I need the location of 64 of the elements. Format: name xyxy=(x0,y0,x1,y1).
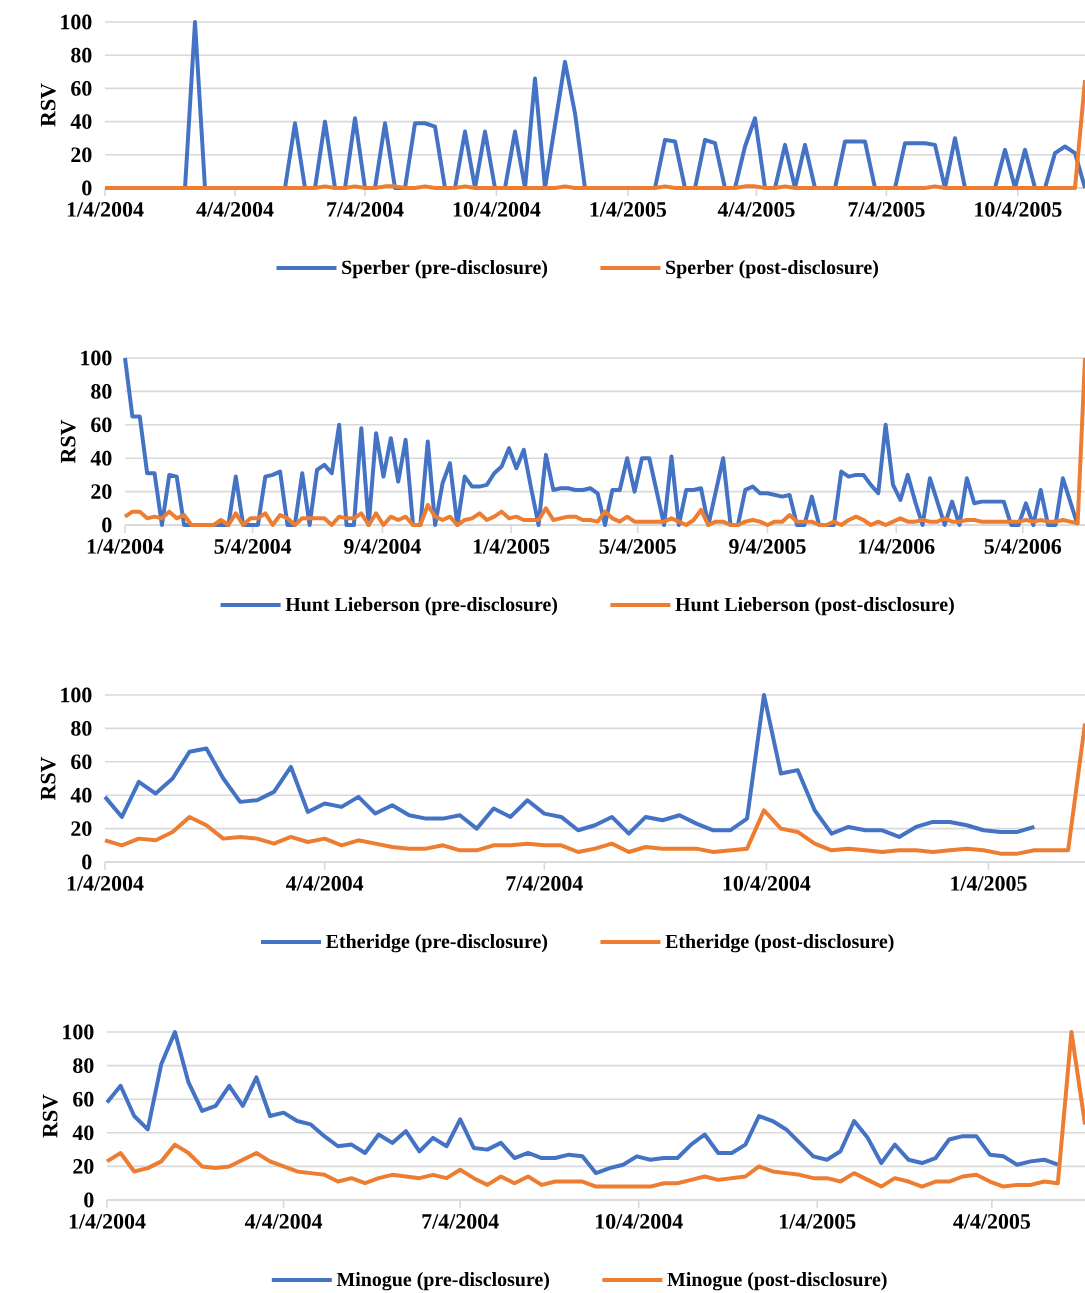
x-tick-label: 4/4/2004 xyxy=(285,876,364,891)
x-tick-label: 5/4/2004 xyxy=(214,539,292,554)
y-axis-title: RSV xyxy=(40,756,56,801)
y-tick-label: 80 xyxy=(91,384,112,399)
x-tick-label: 4/4/2004 xyxy=(196,202,274,217)
x-tick-label: 1/4/2004 xyxy=(69,1214,146,1229)
x-tick-label: 1/4/2005 xyxy=(473,539,550,554)
x-tick-label: 9/4/2005 xyxy=(729,539,806,554)
legend-label: Etheridge (pre-disclosure) xyxy=(326,934,548,953)
y-tick-label: 100 xyxy=(61,14,92,30)
y-tick-label: 0 xyxy=(102,517,112,533)
legend-label: Minogue (pre-disclosure) xyxy=(336,1272,550,1291)
y-tick-label: 100 xyxy=(81,350,112,366)
y-axis-title: RSV xyxy=(60,419,76,464)
y-tick-label: 40 xyxy=(90,450,112,466)
x-tick-label: 4/4/2005 xyxy=(953,1214,1031,1229)
legend-label: Hunt Lieberson (pre-disclosure) xyxy=(285,597,558,616)
y-tick-label: 20 xyxy=(91,484,112,499)
x-tick-label: 5/4/2005 xyxy=(599,539,676,554)
y-tick-label: 100 xyxy=(63,1024,94,1040)
y-tick-label: 20 xyxy=(71,821,92,836)
y-tick-label: 40 xyxy=(70,787,92,803)
x-tick-label: 7/4/2005 xyxy=(848,202,925,217)
y-tick-label: 80 xyxy=(71,47,92,63)
y-tick-label: 40 xyxy=(72,1125,94,1141)
x-tick-label: 1/4/2006 xyxy=(858,539,935,554)
y-tick-label: 0 xyxy=(82,180,92,196)
y-tick-label: 60 xyxy=(91,417,112,433)
x-tick-label: 5/4/2006 xyxy=(984,539,1062,554)
legend-label: Sperber (post-disclosure) xyxy=(666,260,879,279)
x-tick-label: 7/4/2004 xyxy=(422,1214,499,1229)
x-tick-label: 7/4/2004 xyxy=(327,202,404,217)
x-tick-label: 1/4/2004 xyxy=(67,876,144,891)
y-tick-label: 0 xyxy=(82,854,92,870)
x-tick-label: 10/4/2004 xyxy=(723,876,811,891)
legend-label: Etheridge (post-disclosure) xyxy=(665,934,894,953)
y-tick-label: 60 xyxy=(73,1091,94,1107)
y-tick-label: 100 xyxy=(61,687,92,703)
y-tick-label: 60 xyxy=(71,754,92,770)
y-tick-label: 80 xyxy=(71,721,92,736)
y-axis-title: RSV xyxy=(40,83,56,127)
x-tick-label: 4/4/2005 xyxy=(717,202,795,217)
x-tick-label: 10/4/2004 xyxy=(453,202,541,217)
x-tick-label: 1/4/2004 xyxy=(87,539,164,554)
legend-label: Hunt Lieberson (post-disclosure) xyxy=(675,597,954,616)
x-tick-label: 1/4/2005 xyxy=(590,202,667,217)
x-tick-label: 1/4/2005 xyxy=(951,876,1027,891)
x-tick-label: 9/4/2004 xyxy=(344,539,421,554)
line-series xyxy=(103,693,1037,839)
legend-label: Sperber (pre-disclosure) xyxy=(342,260,548,279)
x-tick-label: 4/4/2004 xyxy=(244,1214,323,1229)
y-tick-label: 80 xyxy=(73,1058,94,1074)
legend-label: Minogue (post-disclosure) xyxy=(667,1272,887,1291)
x-tick-label: 10/4/2004 xyxy=(596,1214,683,1229)
x-tick-label: 10/4/2005 xyxy=(975,202,1062,217)
y-axis-title: RSV xyxy=(42,1094,58,1138)
y-tick-label: 20 xyxy=(73,1159,94,1174)
x-tick-label: 1/4/2005 xyxy=(780,1214,856,1229)
y-tick-label: 20 xyxy=(71,147,92,163)
x-tick-label: 1/4/2004 xyxy=(67,202,144,217)
y-tick-label: 0 xyxy=(84,1192,94,1208)
y-tick-label: 40 xyxy=(70,114,92,129)
y-tick-label: 60 xyxy=(71,81,92,96)
x-tick-label: 7/4/2004 xyxy=(506,876,583,891)
